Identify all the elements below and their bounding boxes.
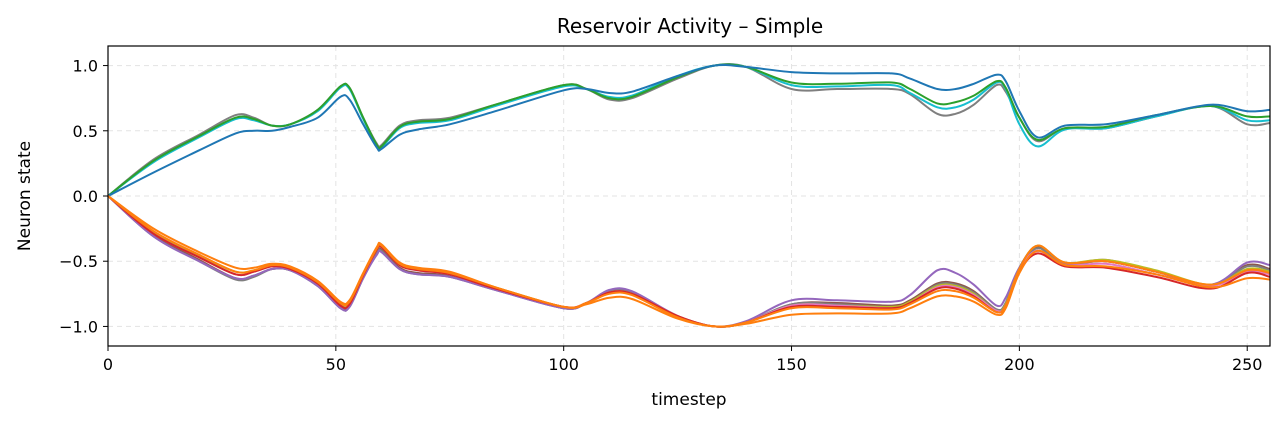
grid-lines bbox=[107, 46, 1270, 346]
y-tick-label: −0.5 bbox=[59, 252, 98, 271]
x-tick-label: 0 bbox=[103, 355, 113, 374]
y-tick-label: −1.0 bbox=[59, 317, 98, 336]
y-tick-label: 1.0 bbox=[73, 57, 98, 76]
neuron-line-2 bbox=[107, 63, 1271, 197]
x-tick-label: 50 bbox=[326, 355, 346, 374]
y-tick-label: 0.5 bbox=[73, 122, 98, 141]
neuron-line-1 bbox=[107, 63, 1271, 197]
neuron-line-4 bbox=[107, 63, 1271, 197]
x-tick-label: 150 bbox=[776, 355, 807, 374]
series-lines bbox=[107, 63, 1271, 328]
y-axis-ticks: 1.0 0.5 0.0 −0.5 −1.0 bbox=[59, 57, 108, 336]
chart-title: Reservoir Activity – Simple bbox=[557, 14, 823, 38]
neuron-line-3 bbox=[107, 63, 1271, 197]
x-tick-label: 100 bbox=[548, 355, 579, 374]
x-axis-ticks: 0 50 100 150 200 250 bbox=[103, 346, 1263, 374]
y-tick-label: 0.0 bbox=[73, 187, 98, 206]
x-tick-label: 200 bbox=[1004, 355, 1035, 374]
y-axis-label: Neuron state bbox=[15, 141, 35, 251]
neuron-line-12 bbox=[107, 195, 1271, 328]
neuron-line-11 bbox=[107, 195, 1271, 328]
x-axis-label: timestep bbox=[651, 390, 726, 410]
x-tick-label: 250 bbox=[1232, 355, 1263, 374]
